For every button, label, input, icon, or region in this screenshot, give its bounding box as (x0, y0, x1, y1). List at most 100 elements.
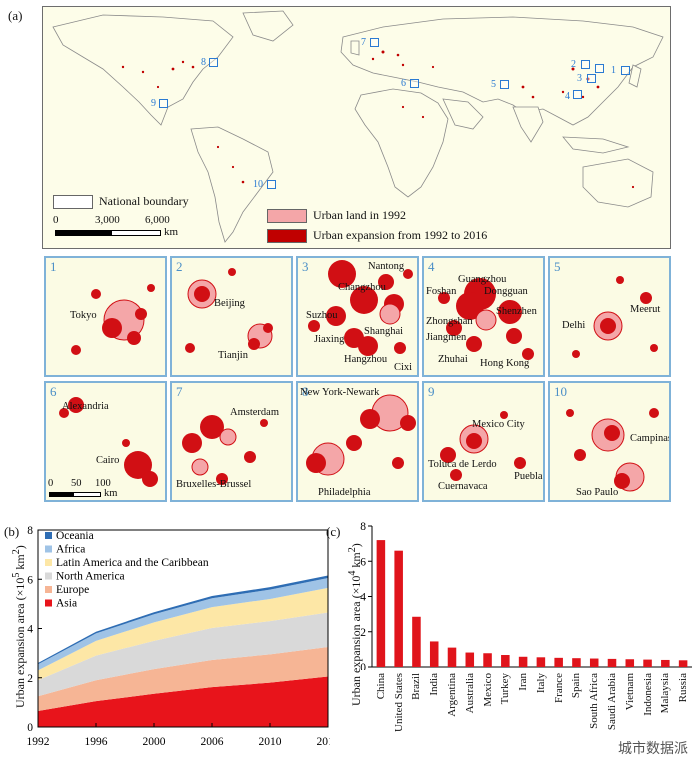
expansion-patch (450, 469, 462, 481)
expansion-patch (350, 286, 378, 314)
marker-num-2: 2 (571, 59, 576, 70)
city-label: Jiangmen (426, 332, 467, 343)
expansion-patch (346, 435, 362, 451)
bar-united-states (394, 550, 403, 667)
bar-brazil (412, 616, 421, 667)
x-tick-label: Russia (677, 673, 690, 703)
x-tick-label: Malaysia (659, 673, 672, 714)
city-label: Toluca de Lerdo (428, 459, 497, 470)
urban-1992-patch (219, 428, 237, 446)
marker-1-box[interactable] (621, 66, 630, 75)
area-chart: 0 2 4 6 8 1992 1996 2000 2006 2010 2016 Oceania Afri… (27, 525, 331, 748)
bar-iran (518, 656, 528, 667)
expansion-patch (91, 289, 101, 299)
marker-num-7: 7 (361, 37, 366, 48)
expansion-patch (135, 308, 147, 320)
marker-5[interactable] (500, 80, 509, 89)
expansion-patch (194, 286, 210, 302)
city-inset-number: 7 (176, 384, 183, 399)
expansion-patch (328, 260, 356, 288)
bar-india (429, 641, 439, 667)
x-tick-label: 1996 (85, 736, 108, 748)
urban-1992-swatch (267, 209, 307, 223)
expansion-patch (506, 328, 522, 344)
expansion-patch (456, 292, 484, 320)
city-label: Tianjin (218, 350, 248, 361)
scale-t0: 0 (53, 214, 59, 226)
city-inset-map (438, 278, 534, 360)
city-inset-8: 8 New York-Newark Philadelphia (296, 381, 419, 502)
expansion-patch (616, 276, 624, 284)
expansion-patch (446, 320, 462, 336)
city-label: Cuernavaca (438, 481, 488, 492)
x-tick-label: South Africa (588, 673, 601, 729)
bar-chart: 0 2 4 6 8 (360, 521, 692, 670)
legend-label: Latin America and the Caribbean (56, 557, 209, 569)
y-tick-label: 8 (360, 521, 366, 533)
expansion-patch (649, 408, 659, 418)
expansion-patch (466, 336, 482, 352)
x-tick-label: 2006 (201, 736, 224, 748)
y-tick-label: 0 (27, 722, 33, 734)
panel-a-letter: (a) (8, 8, 23, 23)
marker-num-5: 5 (491, 79, 496, 90)
city-label: Puebla (514, 471, 543, 482)
marker-2[interactable] (581, 60, 590, 69)
city-scale-dark (49, 492, 73, 497)
city-label: Zhongshan (426, 316, 473, 327)
city-inset-map (308, 260, 413, 356)
expansion-swatch (267, 229, 307, 243)
city-inset-number: 4 (428, 259, 435, 274)
marker-1[interactable] (595, 64, 604, 73)
marker-3[interactable] (587, 74, 596, 83)
marker-9[interactable] (159, 99, 168, 108)
scale-unit: km (164, 226, 179, 238)
city-label: Cairo (96, 455, 120, 466)
australia-shape (582, 158, 654, 208)
scale-t2: 6,000 (145, 214, 170, 226)
legend-swatch (45, 559, 52, 566)
expansion-patch (466, 433, 482, 449)
bar-saudi-arabia (607, 658, 617, 667)
area-latin-america-and-the-caribbean (38, 587, 328, 681)
city-label: Guangzhou (458, 274, 507, 285)
expansion-patch (200, 415, 224, 439)
x-tick-label: Iran (517, 673, 530, 691)
bar-australia (465, 652, 475, 667)
expansion-patch (248, 338, 260, 350)
expansion-patch (122, 439, 130, 447)
legend-urban-1992: Urban land in 1992 (313, 208, 406, 222)
south-america-shape (190, 126, 274, 243)
arabia-shape (442, 98, 484, 130)
marker-num-8: 8 (201, 57, 206, 68)
expansion-patch (360, 409, 380, 429)
y-tick-label: 8 (27, 525, 33, 537)
city-label: Cixi (394, 362, 413, 373)
expansion-patch (68, 397, 84, 413)
expansion-patch (102, 318, 122, 338)
legend-swatch (45, 532, 52, 539)
expansion-patch (572, 350, 580, 358)
marker-6[interactable] (410, 79, 419, 88)
x-tick-label: China (374, 673, 387, 700)
marker-7[interactable] (370, 38, 379, 47)
marker-8[interactable] (209, 58, 218, 67)
legend-swatch (45, 586, 52, 593)
y-tick-label: 6 (360, 556, 366, 568)
marker-num-1: 1 (611, 65, 616, 76)
bar-south-africa (589, 658, 599, 667)
expansion-patch (604, 425, 620, 441)
y-tick-label: 2 (27, 673, 33, 685)
legend-label: Africa (56, 544, 85, 556)
city-inset-map (59, 397, 158, 487)
marker-4[interactable] (573, 90, 582, 99)
legend-label: Oceania (56, 530, 94, 542)
marker-num-4: 4 (565, 91, 570, 102)
legend-expansion: Urban expansion from 1992 to 2016 (313, 228, 488, 242)
x-tick-label: Argentina (446, 673, 458, 717)
city-label: Zhuhai (438, 354, 468, 365)
x-tick-label: Australia (463, 673, 476, 714)
expansion-patch (71, 345, 81, 355)
marker-10[interactable] (267, 180, 276, 189)
y-tick-label: 2 (360, 627, 366, 639)
